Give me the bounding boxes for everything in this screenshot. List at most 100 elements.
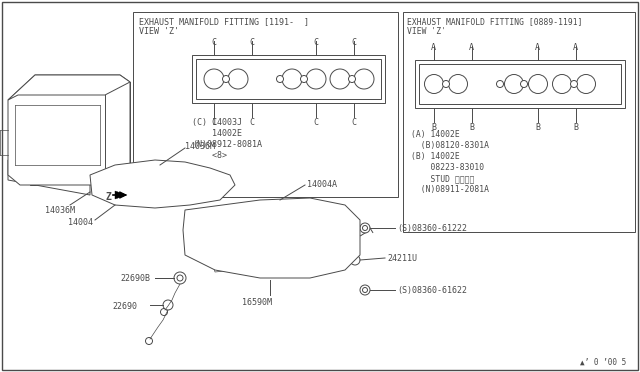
Bar [133, 12, 398, 197]
Text: A: A [469, 43, 474, 52]
Text: VIEW 'Z': VIEW 'Z' [139, 27, 179, 36]
Circle shape [301, 76, 307, 83]
Polygon shape [8, 75, 130, 100]
Circle shape [424, 74, 444, 93]
Circle shape [213, 176, 227, 190]
Circle shape [248, 216, 292, 260]
Text: A: A [573, 43, 578, 52]
Circle shape [192, 175, 198, 181]
Circle shape [320, 238, 340, 258]
Text: (N)08911-2081A: (N)08911-2081A [411, 185, 489, 194]
Circle shape [86, 134, 94, 142]
Circle shape [577, 74, 595, 93]
Circle shape [312, 230, 348, 266]
Polygon shape [8, 160, 90, 195]
Circle shape [188, 171, 202, 185]
Circle shape [228, 69, 248, 89]
Polygon shape [210, 255, 235, 272]
Text: B: B [573, 123, 578, 132]
Text: 22690: 22690 [112, 302, 137, 311]
Text: (A) 14002E: (A) 14002E [411, 130, 460, 139]
Circle shape [161, 308, 168, 315]
Bar [196, 59, 381, 99]
Text: (B)08120-8301A: (B)08120-8301A [411, 141, 489, 150]
Bar [419, 64, 621, 104]
Circle shape [98, 176, 112, 190]
Circle shape [520, 80, 527, 87]
Circle shape [26, 131, 34, 139]
Circle shape [504, 74, 524, 93]
Circle shape [350, 255, 360, 265]
Text: B: B [431, 123, 436, 132]
Text: 22690B: 22690B [120, 274, 150, 283]
Text: ▲’ 0 ’00 5: ▲’ 0 ’00 5 [580, 358, 627, 367]
Bar [192, 55, 385, 103]
Circle shape [276, 76, 284, 83]
Text: 16590M: 16590M [242, 298, 272, 307]
Text: <8>: <8> [192, 151, 227, 160]
Text: 08223-83010: 08223-83010 [411, 163, 484, 172]
Text: Z: Z [105, 192, 111, 202]
Circle shape [174, 272, 186, 284]
Circle shape [56, 134, 64, 142]
Circle shape [529, 74, 547, 93]
Text: (S)08360-61222: (S)08360-61222 [397, 224, 467, 233]
Text: 14036M: 14036M [185, 142, 215, 151]
Circle shape [163, 300, 173, 310]
Circle shape [63, 81, 77, 95]
Bar [415, 60, 625, 108]
Text: B: B [469, 123, 474, 132]
Circle shape [22, 127, 38, 143]
Text: C: C [351, 118, 356, 127]
Circle shape [111, 134, 119, 142]
Text: A: A [431, 43, 436, 52]
Text: B: B [535, 123, 540, 132]
Circle shape [282, 69, 302, 89]
Circle shape [82, 130, 98, 146]
Text: (C) 14003J: (C) 14003J [192, 118, 242, 127]
Circle shape [177, 275, 183, 281]
Circle shape [497, 80, 504, 87]
Circle shape [570, 80, 577, 87]
Circle shape [362, 225, 367, 231]
Circle shape [102, 180, 108, 186]
Text: C: C [211, 118, 216, 127]
Text: EXHAUST MANIFOLD FITTING [0889-1191]: EXHAUST MANIFOLD FITTING [0889-1191] [407, 17, 582, 26]
Circle shape [217, 180, 223, 186]
Polygon shape [8, 75, 130, 185]
Polygon shape [183, 198, 360, 278]
Text: 24211U: 24211U [387, 254, 417, 263]
Text: VIEW 'Z': VIEW 'Z' [407, 27, 446, 36]
Text: C: C [313, 118, 318, 127]
Text: C: C [351, 38, 356, 47]
Circle shape [162, 172, 168, 178]
Polygon shape [90, 160, 235, 208]
Circle shape [354, 69, 374, 89]
Text: (N)08912-8081A: (N)08912-8081A [192, 140, 262, 149]
Text: C: C [249, 38, 254, 47]
Circle shape [132, 175, 138, 181]
Circle shape [128, 171, 142, 185]
Bar [65, 170, 83, 185]
Circle shape [360, 223, 370, 233]
Text: (B) 14002E: (B) 14002E [411, 152, 460, 161]
Text: STUD スタッド: STUD スタッド [411, 174, 474, 183]
Polygon shape [115, 191, 127, 199]
Bar [30, 170, 48, 185]
Circle shape [449, 74, 467, 93]
Circle shape [306, 69, 326, 89]
Circle shape [362, 288, 367, 292]
Circle shape [552, 74, 572, 93]
Text: A: A [535, 43, 540, 52]
Circle shape [360, 285, 370, 295]
Circle shape [93, 81, 107, 95]
Circle shape [158, 168, 172, 182]
Circle shape [235, 203, 305, 273]
Text: C: C [249, 118, 254, 127]
Circle shape [223, 76, 230, 83]
Text: 14004A: 14004A [307, 180, 337, 189]
Circle shape [204, 69, 224, 89]
Circle shape [52, 130, 68, 146]
Circle shape [349, 76, 355, 83]
Text: C: C [211, 38, 216, 47]
